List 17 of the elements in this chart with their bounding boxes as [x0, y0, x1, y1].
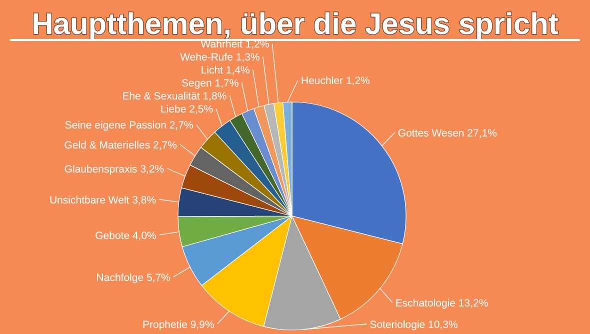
slice-label: Heuchler 1,2%: [301, 75, 370, 88]
slice-label: Eschatologie 13,2%: [395, 297, 488, 310]
chart-title: Hauptthemen, über die Jesus spricht: [32, 8, 558, 41]
slice-label: Prophetie 9,9%: [142, 319, 214, 331]
slice-label: Segen 1,7%: [181, 78, 239, 90]
slice-label: Seine eigene Passion 2,7%: [64, 120, 194, 132]
slice-label: Wehe-Rufe 1,3%: [180, 52, 260, 64]
slice-label: Gebote 4,0%: [95, 230, 156, 242]
slice-label: Gottes Wesen 27,1%: [398, 127, 497, 140]
slice-label: Unsichtbare Welt 3,8%: [49, 194, 156, 206]
slice-label: Licht 1,4%: [200, 64, 250, 77]
slice-label: Nachfolge 5,7%: [96, 272, 170, 284]
slice-label: Geld & Materielles 2,7%: [64, 139, 177, 152]
slice-label: Soteriologie 10,3%: [370, 319, 458, 331]
slice-label: Glaubenspraxis 3,2%: [64, 163, 164, 176]
slice-label: Ehe & Sexualität 1,8%: [122, 90, 227, 103]
slice-label: Liebe 2,5%: [160, 104, 214, 116]
